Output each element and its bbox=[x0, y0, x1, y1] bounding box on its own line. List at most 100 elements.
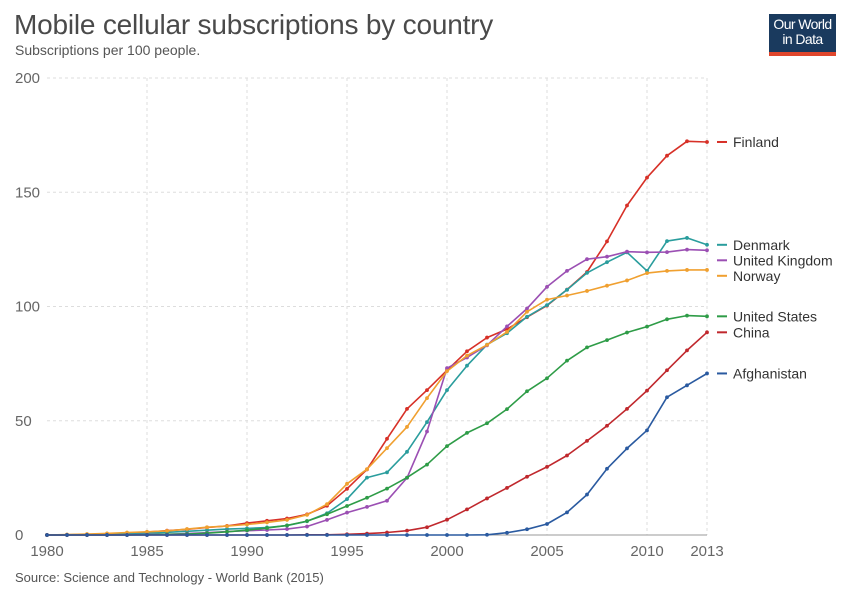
data-point[interactable] bbox=[685, 313, 689, 318]
data-point[interactable] bbox=[565, 510, 569, 515]
data-point[interactable] bbox=[665, 317, 669, 322]
data-point[interactable] bbox=[645, 271, 649, 276]
data-point[interactable] bbox=[585, 271, 589, 275]
data-point[interactable] bbox=[425, 525, 429, 530]
data-point[interactable] bbox=[205, 525, 209, 530]
series-finland[interactable] bbox=[45, 139, 709, 537]
data-point[interactable] bbox=[665, 250, 669, 255]
data-point[interactable] bbox=[545, 297, 549, 302]
series-line-united-kingdom[interactable] bbox=[47, 248, 708, 536]
data-point[interactable] bbox=[125, 533, 129, 537]
data-point[interactable] bbox=[525, 314, 529, 319]
data-point[interactable] bbox=[525, 309, 529, 314]
data-point[interactable] bbox=[565, 268, 569, 273]
data-point[interactable] bbox=[705, 314, 709, 319]
data-point[interactable] bbox=[345, 497, 349, 502]
data-point[interactable] bbox=[365, 475, 369, 480]
data-point[interactable] bbox=[565, 358, 569, 363]
data-point[interactable] bbox=[545, 376, 549, 381]
data-point[interactable] bbox=[525, 474, 529, 479]
data-point[interactable] bbox=[365, 467, 369, 472]
data-point[interactable] bbox=[685, 139, 689, 144]
data-point[interactable] bbox=[665, 268, 669, 273]
data-point[interactable] bbox=[665, 153, 669, 158]
data-point[interactable] bbox=[605, 254, 609, 259]
data-point[interactable] bbox=[605, 260, 609, 265]
data-point[interactable] bbox=[305, 512, 309, 517]
data-point[interactable] bbox=[425, 396, 429, 401]
data-point[interactable] bbox=[345, 510, 349, 515]
data-point[interactable] bbox=[305, 519, 309, 523]
data-point[interactable] bbox=[705, 242, 709, 247]
data-point[interactable] bbox=[585, 257, 589, 262]
data-point[interactable] bbox=[325, 502, 329, 507]
data-point[interactable] bbox=[385, 486, 389, 491]
data-point[interactable] bbox=[405, 449, 409, 454]
data-point[interactable] bbox=[565, 453, 569, 458]
data-point[interactable] bbox=[365, 533, 369, 537]
data-point[interactable] bbox=[525, 527, 529, 532]
data-point[interactable] bbox=[65, 533, 69, 537]
data-point[interactable] bbox=[605, 466, 609, 471]
data-point[interactable] bbox=[705, 371, 709, 376]
data-point[interactable] bbox=[345, 486, 349, 491]
data-point[interactable] bbox=[465, 349, 469, 354]
data-point[interactable] bbox=[465, 533, 469, 537]
data-point[interactable] bbox=[285, 533, 289, 537]
data-point[interactable] bbox=[465, 353, 469, 358]
legend-item-afghanistan[interactable]: Afghanistan bbox=[717, 365, 807, 381]
data-point[interactable] bbox=[225, 533, 229, 537]
data-point[interactable] bbox=[385, 533, 389, 537]
data-point[interactable] bbox=[585, 345, 589, 350]
data-point[interactable] bbox=[525, 389, 529, 394]
series-line-afghanistan[interactable] bbox=[47, 372, 708, 536]
data-point[interactable] bbox=[225, 524, 229, 528]
data-point[interactable] bbox=[205, 533, 209, 537]
data-point[interactable] bbox=[185, 533, 189, 537]
data-point[interactable] bbox=[625, 406, 629, 411]
data-point[interactable] bbox=[225, 529, 229, 534]
data-point[interactable] bbox=[705, 140, 709, 144]
data-point[interactable] bbox=[545, 284, 549, 289]
data-point[interactable] bbox=[405, 533, 409, 537]
data-point[interactable] bbox=[585, 438, 589, 443]
data-point[interactable] bbox=[685, 268, 689, 272]
data-point[interactable] bbox=[685, 348, 689, 353]
data-point[interactable] bbox=[445, 366, 449, 371]
data-point[interactable] bbox=[565, 293, 569, 298]
legend-item-united-kingdom[interactable]: United Kingdom bbox=[717, 252, 833, 268]
data-point[interactable] bbox=[425, 420, 429, 425]
data-point[interactable] bbox=[645, 324, 649, 329]
series-afghanistan[interactable] bbox=[45, 371, 709, 537]
data-point[interactable] bbox=[445, 517, 449, 522]
data-point[interactable] bbox=[465, 430, 469, 435]
data-point[interactable] bbox=[605, 239, 609, 244]
data-point[interactable] bbox=[385, 470, 389, 475]
data-point[interactable] bbox=[245, 533, 249, 537]
series-norway[interactable] bbox=[45, 268, 709, 537]
data-point[interactable] bbox=[505, 486, 509, 490]
data-point[interactable] bbox=[705, 248, 709, 253]
data-point[interactable] bbox=[705, 268, 709, 272]
data-point[interactable] bbox=[325, 533, 329, 537]
data-point[interactable] bbox=[385, 446, 389, 451]
data-point[interactable] bbox=[485, 421, 489, 426]
data-point[interactable] bbox=[345, 481, 349, 486]
data-point[interactable] bbox=[485, 342, 489, 347]
data-point[interactable] bbox=[185, 527, 189, 531]
data-point[interactable] bbox=[245, 528, 249, 533]
data-point[interactable] bbox=[105, 533, 109, 537]
our-world-in-data-logo[interactable]: Our World in Data bbox=[769, 14, 836, 56]
data-point[interactable] bbox=[545, 522, 549, 526]
data-point[interactable] bbox=[305, 533, 309, 537]
data-point[interactable] bbox=[465, 363, 469, 368]
data-point[interactable] bbox=[705, 330, 709, 335]
data-point[interactable] bbox=[365, 495, 369, 500]
legend-item-finland[interactable]: Finland bbox=[717, 134, 779, 150]
data-point[interactable] bbox=[485, 335, 489, 340]
data-point[interactable] bbox=[425, 533, 429, 537]
data-point[interactable] bbox=[265, 520, 269, 525]
data-point[interactable] bbox=[285, 527, 289, 531]
data-point[interactable] bbox=[265, 533, 269, 537]
data-point[interactable] bbox=[505, 329, 509, 334]
